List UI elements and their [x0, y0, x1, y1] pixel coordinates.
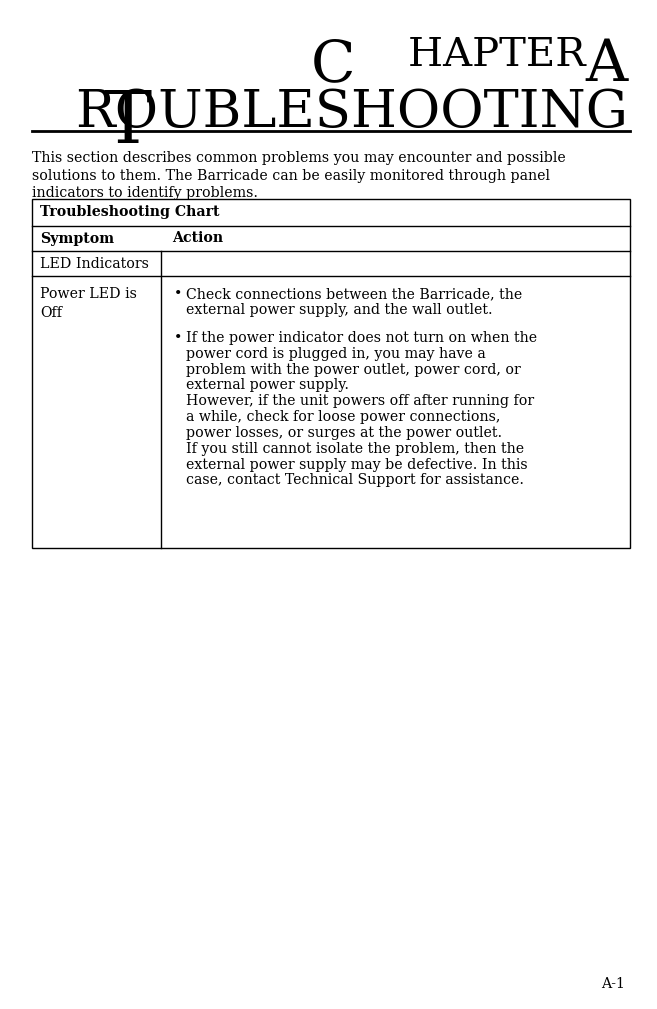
Text: T: T	[104, 87, 152, 157]
Text: ROUBLESHOOTING: ROUBLESHOOTING	[75, 87, 628, 138]
Text: HAPTER: HAPTER	[407, 37, 598, 74]
Text: •: •	[173, 331, 182, 345]
Text: indicators to identify problems.: indicators to identify problems.	[32, 186, 258, 200]
Text: Check connections between the Barricade, the: Check connections between the Barricade,…	[185, 288, 522, 302]
Text: solutions to them. The Barricade can be easily monitored through panel: solutions to them. The Barricade can be …	[32, 169, 550, 183]
Text: Symptom: Symptom	[40, 231, 114, 245]
Text: case, contact Technical Support for assistance.: case, contact Technical Support for assi…	[185, 473, 524, 487]
Text: A-1: A-1	[601, 977, 625, 991]
Text: problem with the power outlet, power cord, or: problem with the power outlet, power cor…	[185, 362, 520, 376]
Text: external power supply may be defective. In this: external power supply may be defective. …	[185, 457, 527, 471]
Text: A: A	[586, 37, 628, 93]
Text: If you still cannot isolate the problem, then the: If you still cannot isolate the problem,…	[185, 442, 524, 456]
Text: LED Indicators: LED Indicators	[40, 257, 149, 271]
Text: Troubleshooting Chart: Troubleshooting Chart	[40, 205, 219, 219]
Text: external power supply.: external power supply.	[185, 378, 349, 393]
Text: •: •	[173, 288, 182, 302]
Text: If the power indicator does not turn on when the: If the power indicator does not turn on …	[185, 331, 537, 345]
Text: power cord is plugged in, you may have a: power cord is plugged in, you may have a	[185, 347, 486, 361]
Text: power losses, or surges at the power outlet.: power losses, or surges at the power out…	[185, 426, 502, 440]
Text: Action: Action	[173, 231, 223, 245]
Text: external power supply, and the wall outlet.: external power supply, and the wall outl…	[185, 304, 492, 317]
Text: This section describes common problems you may encounter and possible: This section describes common problems y…	[32, 151, 566, 165]
Text: a while, check for loose power connections,: a while, check for loose power connectio…	[185, 410, 500, 424]
Text: Power LED is
Off: Power LED is Off	[40, 288, 137, 321]
Text: C: C	[310, 37, 355, 93]
Bar	[32, 199, 630, 548]
Text: However, if the unit powers off after running for: However, if the unit powers off after ru…	[185, 395, 533, 409]
